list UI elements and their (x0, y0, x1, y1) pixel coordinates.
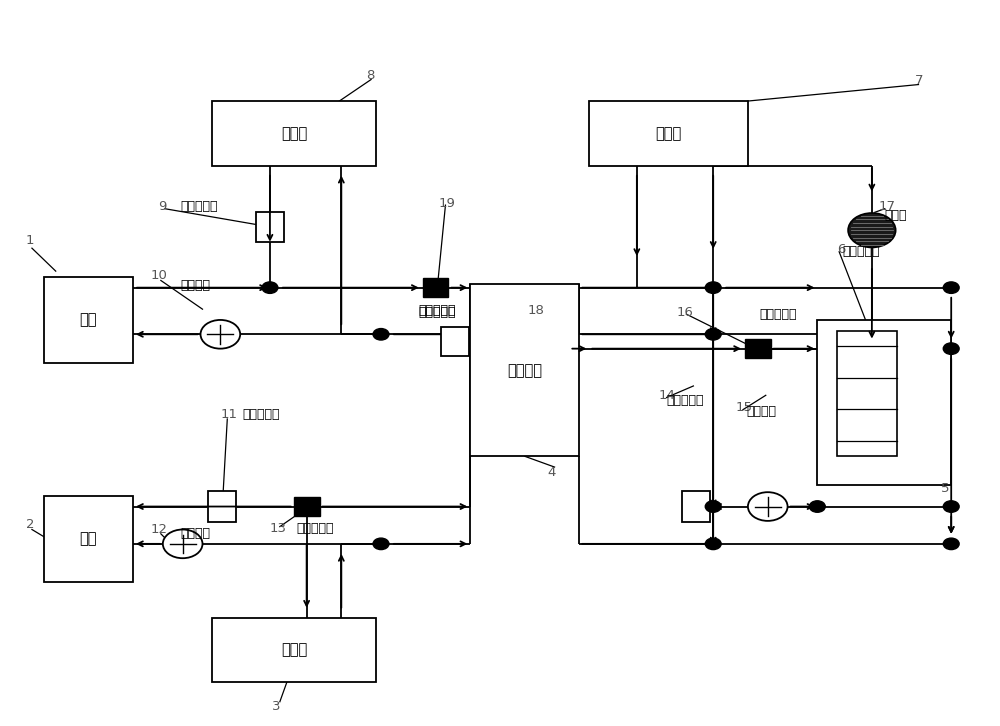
Text: 电子水泵: 电子水泵 (181, 527, 211, 540)
Bar (589, 101, 748, 166)
Circle shape (705, 282, 721, 293)
Text: 18: 18 (528, 304, 545, 317)
Bar (817, 320, 951, 485)
Bar (44, 277, 133, 363)
Bar (294, 497, 320, 516)
Bar (44, 496, 133, 582)
Circle shape (201, 320, 240, 348)
Text: 电子水泵: 电子水泵 (746, 405, 776, 418)
Text: 5: 5 (941, 482, 950, 495)
Bar (682, 492, 710, 521)
Circle shape (163, 529, 202, 558)
Bar (212, 618, 376, 682)
Text: 17: 17 (879, 200, 896, 213)
Text: 2: 2 (26, 518, 34, 531)
Circle shape (943, 343, 959, 354)
Circle shape (848, 213, 896, 248)
Bar (256, 211, 284, 242)
Text: 电池: 电池 (80, 312, 97, 327)
Text: 温度传感器: 温度传感器 (181, 200, 218, 213)
Circle shape (748, 492, 788, 521)
Text: 调温器: 调温器 (885, 209, 907, 222)
Bar (441, 327, 469, 356)
Text: 7: 7 (915, 75, 923, 87)
Circle shape (943, 538, 959, 550)
Bar (470, 284, 579, 457)
Circle shape (943, 282, 959, 293)
Text: 散热器: 散热器 (655, 126, 682, 141)
Text: 热交换器: 热交换器 (507, 363, 542, 378)
Text: 发动机: 发动机 (871, 395, 897, 410)
Text: 电机: 电机 (80, 531, 97, 547)
Circle shape (373, 538, 389, 550)
Text: 14: 14 (659, 389, 676, 401)
Circle shape (373, 329, 389, 340)
Text: 12: 12 (151, 523, 168, 536)
Text: 13: 13 (270, 521, 287, 534)
Circle shape (705, 501, 721, 513)
Text: 温度传感器: 温度传感器 (667, 393, 704, 407)
Circle shape (262, 282, 278, 293)
Text: 15: 15 (736, 401, 753, 414)
Text: 散热器: 散热器 (281, 643, 307, 658)
Text: 4: 4 (548, 465, 556, 478)
Bar (745, 339, 771, 358)
Text: 散热器: 散热器 (281, 126, 307, 141)
Text: 三通控制阀: 三通控制阀 (760, 308, 797, 321)
Bar (208, 492, 236, 521)
Text: 温度传感器: 温度传感器 (242, 408, 280, 421)
Circle shape (705, 538, 721, 550)
Text: 温度传感器: 温度传感器 (418, 304, 455, 317)
Text: 19: 19 (439, 197, 455, 211)
Text: 1: 1 (26, 234, 34, 248)
Bar (212, 101, 376, 166)
Bar (423, 278, 448, 297)
Text: 16: 16 (677, 306, 693, 319)
Bar (837, 331, 897, 457)
Circle shape (809, 501, 825, 513)
Circle shape (943, 501, 959, 513)
Text: 8: 8 (366, 70, 375, 83)
Text: 9: 9 (158, 200, 166, 213)
Text: 6: 6 (837, 243, 846, 256)
Text: 电子水泵: 电子水泵 (181, 279, 211, 292)
Text: 11: 11 (220, 408, 237, 421)
Text: 3: 3 (272, 700, 280, 712)
Text: 温度传感器: 温度传感器 (418, 306, 455, 319)
Circle shape (705, 329, 721, 340)
Text: 机油冷却器: 机油冷却器 (842, 245, 880, 258)
Text: 三通控制阀: 三通控制阀 (297, 521, 334, 534)
Text: 10: 10 (151, 269, 168, 282)
